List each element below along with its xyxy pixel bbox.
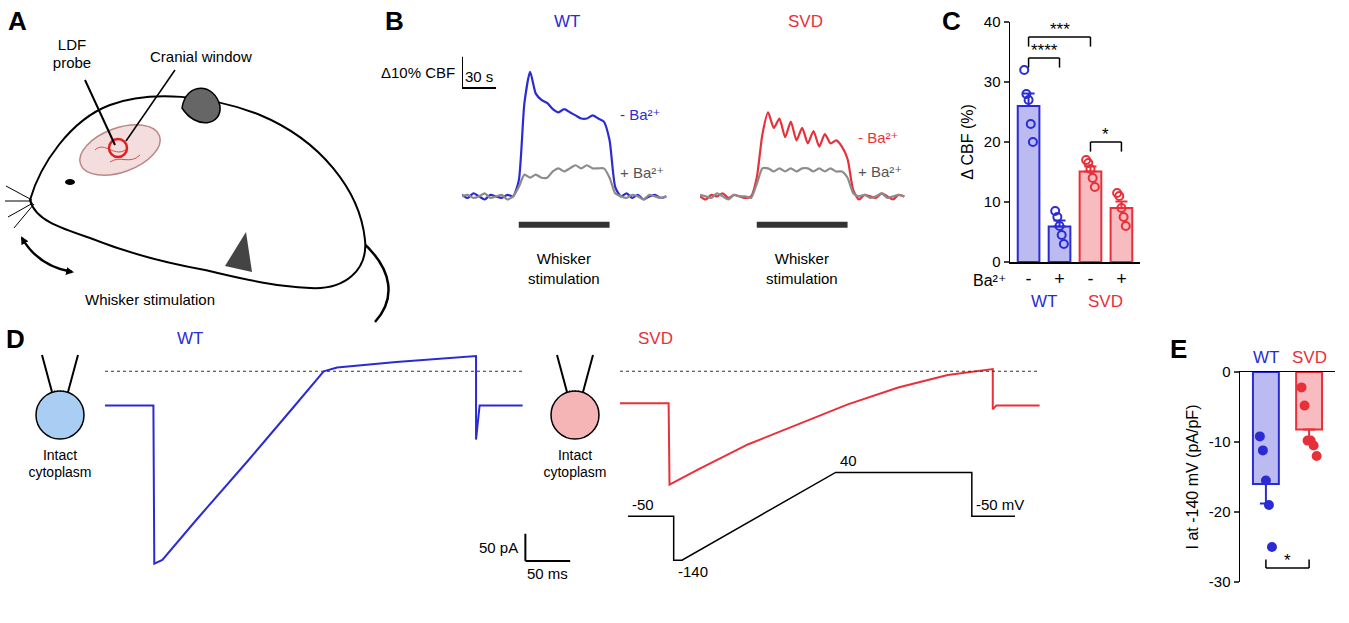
svg-text:Intactcytoplasm: Intactcytoplasm	[28, 447, 91, 480]
svg-text:Δ10% CBF: Δ10% CBF	[381, 64, 455, 81]
svg-text:LDFprobe: LDFprobe	[53, 36, 91, 71]
svg-text:SVD: SVD	[788, 12, 823, 31]
svg-text:+ Ba²⁺: + Ba²⁺	[620, 164, 664, 181]
svg-text:-: -	[1087, 269, 1093, 289]
svg-text:WT: WT	[1031, 292, 1057, 311]
svg-text:0: 0	[1222, 363, 1230, 380]
svg-text:-140: -140	[678, 563, 708, 580]
svg-text:Whiskerstimulation: Whiskerstimulation	[528, 250, 600, 287]
svg-text:50 ms: 50 ms	[527, 565, 568, 582]
svg-text:+: +	[1116, 269, 1127, 289]
svg-text:Ba²⁺: Ba²⁺	[973, 272, 1006, 289]
svg-text:SVD: SVD	[638, 329, 673, 348]
svg-text:C: C	[942, 6, 961, 36]
svg-text:- Ba²⁺: - Ba²⁺	[858, 129, 898, 146]
svg-text:50 pA: 50 pA	[479, 539, 518, 556]
svg-text:B: B	[385, 6, 404, 36]
svg-text:WT: WT	[554, 12, 580, 31]
svg-text:0: 0	[992, 253, 1000, 270]
svg-text:-20: -20	[1209, 503, 1231, 520]
svg-text:I at -140 mV (pA/pF): I at -140 mV (pA/pF)	[1184, 405, 1201, 550]
svg-text:SVD: SVD	[1292, 348, 1327, 367]
svg-text:10: 10	[984, 193, 1001, 210]
svg-text:+: +	[1054, 269, 1065, 289]
svg-text:*: *	[1284, 551, 1291, 570]
svg-text:-30: -30	[1209, 573, 1231, 590]
svg-text:40: 40	[984, 13, 1001, 30]
svg-text:30: 30	[984, 73, 1001, 90]
svg-text:20: 20	[984, 133, 1001, 150]
svg-text:+ Ba²⁺: + Ba²⁺	[858, 163, 902, 180]
svg-text:Whisker stimulation: Whisker stimulation	[85, 291, 215, 308]
svg-text:****: ****	[1031, 41, 1058, 60]
svg-text:- Ba²⁺: - Ba²⁺	[620, 106, 660, 123]
svg-text:30 s: 30 s	[465, 68, 493, 85]
svg-text:D: D	[6, 324, 25, 354]
svg-text:Intactcytoplasm: Intactcytoplasm	[543, 447, 606, 480]
svg-text:Whiskerstimulation: Whiskerstimulation	[766, 250, 838, 287]
svg-text:-10: -10	[1209, 433, 1231, 450]
svg-text:Cranial window: Cranial window	[150, 48, 252, 65]
svg-text:A: A	[8, 6, 27, 36]
svg-text:*: *	[1102, 125, 1109, 144]
svg-text:Δ CBF (%): Δ CBF (%)	[959, 104, 976, 180]
svg-text:WT: WT	[1253, 348, 1279, 367]
svg-text:40: 40	[840, 452, 857, 469]
svg-text:WT: WT	[177, 329, 203, 348]
svg-text:E: E	[1170, 334, 1187, 364]
svg-text:-50: -50	[632, 496, 654, 513]
svg-text:-50 mV: -50 mV	[976, 496, 1024, 513]
svg-text:-: -	[1026, 269, 1032, 289]
svg-text:SVD: SVD	[1088, 292, 1123, 311]
svg-text:***: ***	[1050, 20, 1070, 39]
